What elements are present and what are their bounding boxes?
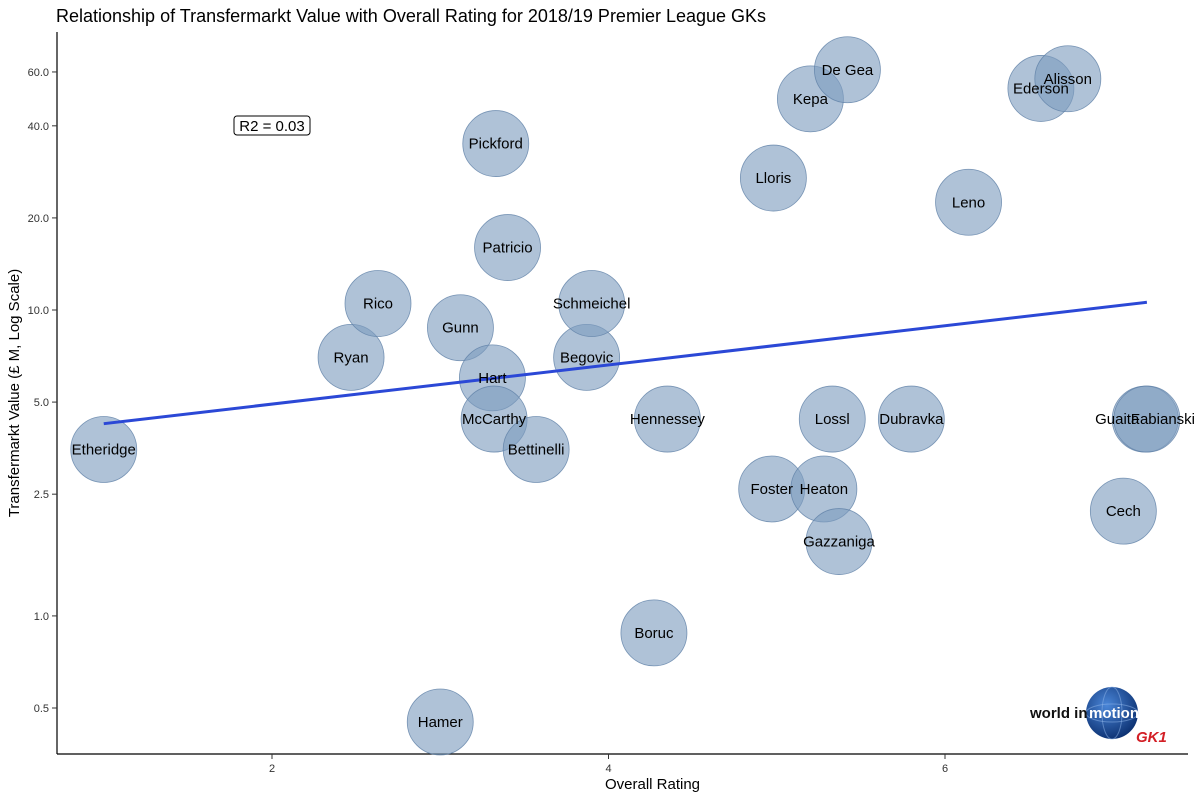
point-rico [344, 270, 412, 337]
annotation-layer: R2 = 0.03 [233, 115, 311, 136]
label-mccarthy: McCarthy [462, 411, 527, 428]
label-ederson: Ederson [1013, 80, 1069, 97]
trend-layer [103, 300, 1148, 426]
y-axis-title: Transfermarkt Value (£ M, Log Scale) [6, 269, 23, 517]
trend-line [103, 300, 1148, 426]
label-pickford: Pickford [469, 136, 523, 153]
y-tick-label: 60.0 [28, 67, 49, 79]
y-tick-label: 20.0 [28, 213, 49, 225]
x-axis-title: Overall Rating [605, 776, 700, 793]
label-gazzaniga: Gazzaniga [803, 534, 875, 551]
point-lloris [739, 144, 807, 212]
point-lossl [798, 385, 866, 453]
label-etheridge: Etheridge [72, 441, 136, 458]
y-tick-label: 1.0 [34, 611, 49, 623]
x-tick-label: 2 [269, 763, 275, 775]
globe-icon [1086, 687, 1138, 739]
point-alisson [1034, 45, 1102, 113]
x-tick-label: 4 [605, 763, 611, 775]
points-layer [70, 36, 1181, 756]
label-begovic: Begovic [560, 349, 614, 366]
point-etheridge [70, 416, 138, 483]
label-guaita: Guaita [1095, 411, 1140, 428]
label-gunn: Gunn [442, 320, 479, 337]
y-tick-label: 0.5 [34, 703, 49, 715]
label-ryan: Ryan [334, 349, 369, 366]
label-fabianski: Fabianski [1131, 411, 1195, 428]
label-hennessey: Hennessey [630, 411, 706, 428]
point-boruc [620, 599, 688, 667]
point-leno [935, 168, 1002, 236]
point-pickford [462, 110, 530, 177]
point-gunn [427, 294, 494, 362]
globe-line [1101, 686, 1123, 740]
point-gazzaniga [805, 508, 873, 575]
logo-text-motion: motion [1089, 705, 1139, 722]
y-tick-label: 40.0 [28, 121, 49, 133]
r2-annotation: R2 = 0.03 [239, 118, 304, 135]
x-tick-label: 6 [942, 763, 948, 775]
label-foster: Foster [750, 481, 793, 498]
point-ryan [317, 323, 385, 391]
label-kepa: Kepa [793, 91, 829, 108]
y-tick-label: 2.5 [34, 489, 49, 501]
label-hart: Hart [478, 370, 507, 387]
y-tick-label: 10.0 [28, 305, 49, 317]
label-boruc: Boruc [634, 625, 674, 642]
point-hamer [406, 688, 474, 756]
axes: 2 4 6 0.5 1.0 2.5 5.0 10.0 20.0 40.0 60.0 Overall R… [6, 32, 1188, 793]
point-dubravka [877, 385, 945, 453]
y-tick-label: 5.0 [34, 397, 49, 409]
point-de-gea [814, 36, 881, 104]
label-cech: Cech [1106, 503, 1141, 520]
point-hennessey [633, 385, 701, 453]
point-bettinelli [502, 416, 570, 483]
r2-box [233, 115, 311, 136]
point-fabianski [1113, 385, 1181, 453]
label-lossl: Lossl [815, 411, 850, 428]
label-schmeichel: Schmeichel [553, 296, 631, 313]
chart-title: Relationship of Transfermarkt Value with… [56, 6, 767, 26]
label-patricio: Patricio [483, 240, 533, 257]
label-lloris: Lloris [755, 170, 791, 187]
point-patricio [474, 214, 541, 281]
label-de-gea: De Gea [822, 62, 874, 79]
label-bettinelli: Bettinelli [508, 441, 565, 458]
labels-layer: Etheridge Ryan Rico Hamer Gunn Hart McCarthy Pi… [72, 62, 1195, 731]
label-alisson: Alisson [1044, 71, 1092, 88]
label-leno: Leno [952, 194, 985, 211]
globe-line [1085, 703, 1139, 723]
brand-logo: world in motion GK1 [1029, 686, 1167, 746]
label-hamer: Hamer [418, 714, 463, 731]
point-cech [1089, 477, 1157, 545]
label-rico: Rico [363, 296, 393, 313]
logo-text-gk1: GK1 [1136, 729, 1167, 746]
logo-text-world: world in [1029, 705, 1088, 722]
label-dubravka: Dubravka [879, 411, 944, 428]
point-schmeichel [558, 270, 626, 337]
label-heaton: Heaton [800, 481, 848, 498]
